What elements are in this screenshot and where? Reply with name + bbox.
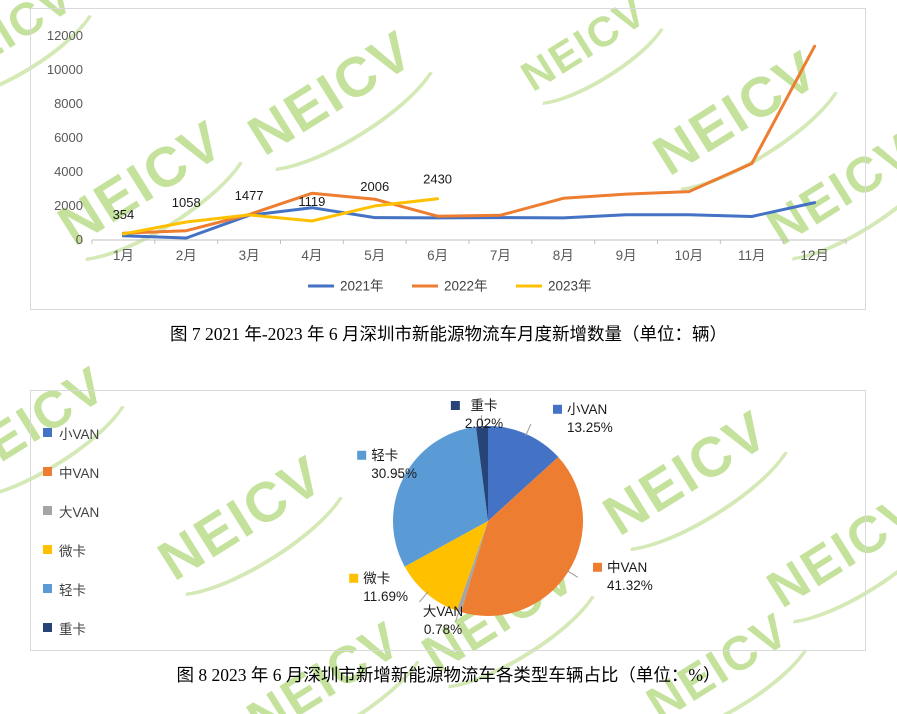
pie-legend-item-重卡: 重卡: [43, 618, 99, 638]
pie-legend-item-中VAN: 中VAN: [43, 462, 99, 482]
pie-label-leader-line: [455, 609, 460, 622]
series-line-2022年: [121, 44, 817, 235]
pie-legend-label: 大VAN: [59, 504, 100, 520]
pie-label-name: 重卡: [470, 397, 498, 413]
x-axis-category-label: 7月: [490, 248, 511, 263]
pie-slice-重卡: [475, 425, 488, 521]
figure7-monthly-additions-line-chart: 0 2000 4000 6000 8000 10000 12000 1月 2月 3月 4月 5月 6月 7…: [34, 12, 868, 308]
pie-label-重卡: 重卡 2.02%: [450, 397, 504, 433]
pie-label-marker: [349, 573, 359, 583]
pie-slice-轻卡: [393, 426, 488, 567]
y-axis-tick-label: 8000: [54, 96, 83, 111]
pie-label-value: 30.95%: [371, 465, 417, 481]
x-axis-category-label: 9月: [616, 248, 637, 263]
series-data-label: 1119: [298, 194, 325, 209]
pie-label-leader-line: [419, 591, 429, 602]
legend-item-2021年: 2021年: [340, 279, 384, 294]
pie-label-value: 13.25%: [567, 419, 613, 435]
pie-legend-label: 中VAN: [59, 465, 100, 481]
pie-slice-小VAN: [488, 425, 559, 521]
series-line-2023年: [121, 197, 440, 236]
pie-slice-大VAN: [456, 520, 488, 612]
x-axis-category-label: 5月: [364, 248, 385, 263]
x-axis-category-label: 11月: [738, 248, 766, 263]
legend-swatch-icon: [43, 467, 52, 477]
pie-label-value: 0.78%: [423, 621, 463, 637]
series-data-label: 354: [113, 207, 135, 222]
pie-label-value: 2.02%: [464, 415, 504, 431]
series-data-label: 1477: [235, 188, 264, 203]
figure8-vehicle-type-share-pie-chart: 小VAN 13.25% 中VAN 41.32% 大VAN 0.78% 微卡 11.69% 轻卡 3…: [31, 391, 865, 650]
pie-legend-label: 轻卡: [59, 582, 86, 598]
pie-label-微卡: 微卡 11.69%: [349, 570, 408, 606]
pie-label-轻卡: 轻卡 30.95%: [357, 447, 417, 483]
pie-legend-item-微卡: 微卡: [43, 540, 99, 560]
y-axis-tick-label: 10000: [47, 62, 83, 77]
legend-swatch-icon: [43, 428, 52, 438]
figure8-chart-frame: 小VAN 13.25% 中VAN 41.32% 大VAN 0.78% 微卡 11.69% 轻卡 3…: [30, 389, 866, 651]
x-axis-category-label: 3月: [239, 248, 260, 263]
pie-label-leader-line: [525, 423, 532, 436]
pie-label-value: 11.69%: [363, 588, 408, 604]
figure8-caption: 图 8 2023 年 6 月深圳市新增新能源物流车各类型车辆占比（单位：%）: [176, 664, 721, 685]
pie-slice-微卡: [404, 520, 488, 611]
pie-legend-item-小VAN: 小VAN: [43, 423, 99, 443]
y-axis-tick-label: 12000: [47, 28, 83, 43]
x-axis-category-label: 10月: [675, 248, 704, 263]
series-data-label: 2430: [423, 172, 452, 187]
pie-label-name: 中VAN: [607, 559, 648, 575]
pie-label-marker: [553, 404, 562, 414]
pie-legend-item-大VAN: 大VAN: [43, 501, 99, 521]
y-axis-tick-label: 0: [76, 232, 83, 247]
pie-label-name: 微卡: [363, 570, 391, 586]
legend-swatch-icon: [43, 506, 52, 516]
pie-label-name: 轻卡: [371, 447, 399, 463]
y-axis-tick-label: 6000: [54, 130, 83, 145]
pie-label-marker: [450, 400, 460, 410]
pie-legend: 小VAN 中VAN 大VAN 微卡轻卡重卡: [43, 423, 99, 638]
pie-legend-label: 微卡: [59, 543, 86, 559]
x-axis-category-label: 12月: [800, 248, 829, 263]
pie-label-name: 大VAN: [422, 603, 464, 619]
legend-swatch-icon: [43, 584, 52, 594]
series-data-label: 2006: [360, 179, 389, 194]
pie-label-value: 41.32%: [607, 577, 653, 593]
pie-label-marker: [593, 562, 602, 572]
series-data-label: 1058: [172, 195, 201, 210]
legend-item-2023年: 2023年: [548, 279, 592, 294]
legend-item-2022年: 2022年: [444, 279, 488, 294]
y-axis-tick-label: 4000: [54, 164, 83, 179]
pie-legend-label: 重卡: [59, 621, 86, 637]
content: 0 2000 4000 6000 8000 10000 12000 1月 2月 3月 4月 5月 6月 7…: [0, 8, 897, 687]
x-axis-category-label: 2月: [176, 248, 197, 263]
y-axis-tick-label: 2000: [54, 198, 83, 213]
x-axis-category-label: 4月: [301, 248, 322, 263]
pie-label-小VAN: 小VAN 13.25%: [553, 401, 613, 437]
legend-swatch-icon: [43, 623, 52, 633]
pie-chart-svg: [393, 414, 583, 622]
pie-label-name: 小VAN: [567, 401, 608, 417]
pie-label-leader-line: [393, 472, 406, 479]
pie-label-中VAN: 中VAN 41.32%: [593, 559, 653, 595]
pie-label-leader-line: [566, 569, 579, 578]
figure7-chart-frame: 0 2000 4000 6000 8000 10000 12000 1月 2月 3月 4月 5月 6月 7…: [30, 8, 866, 310]
pie-label-大VAN: 大VAN 0.78%: [423, 603, 463, 639]
x-axis-category-label: 8月: [553, 248, 574, 263]
x-axis-category-label: 1月: [113, 248, 134, 263]
x-axis-category-label: 6月: [427, 248, 448, 263]
pie-label-marker: [357, 450, 367, 460]
pie-legend-item-轻卡: 轻卡: [43, 579, 99, 599]
pie-legend-label: 小VAN: [59, 426, 100, 442]
legend-swatch-icon: [43, 545, 52, 555]
line-chart-svg: 0 2000 4000 6000 8000 10000 12000 1月 2月 3月 4月 5月 6月 7…: [47, 28, 847, 294]
figure7-caption: 图 7 2021 年-2023 年 6 月深圳市新能源物流车月度新增数量（单位：…: [169, 324, 728, 344]
pie-slice-中VAN: [461, 456, 583, 616]
series-line-2021年: [121, 201, 817, 240]
pie-label-leader-line: [480, 414, 483, 428]
